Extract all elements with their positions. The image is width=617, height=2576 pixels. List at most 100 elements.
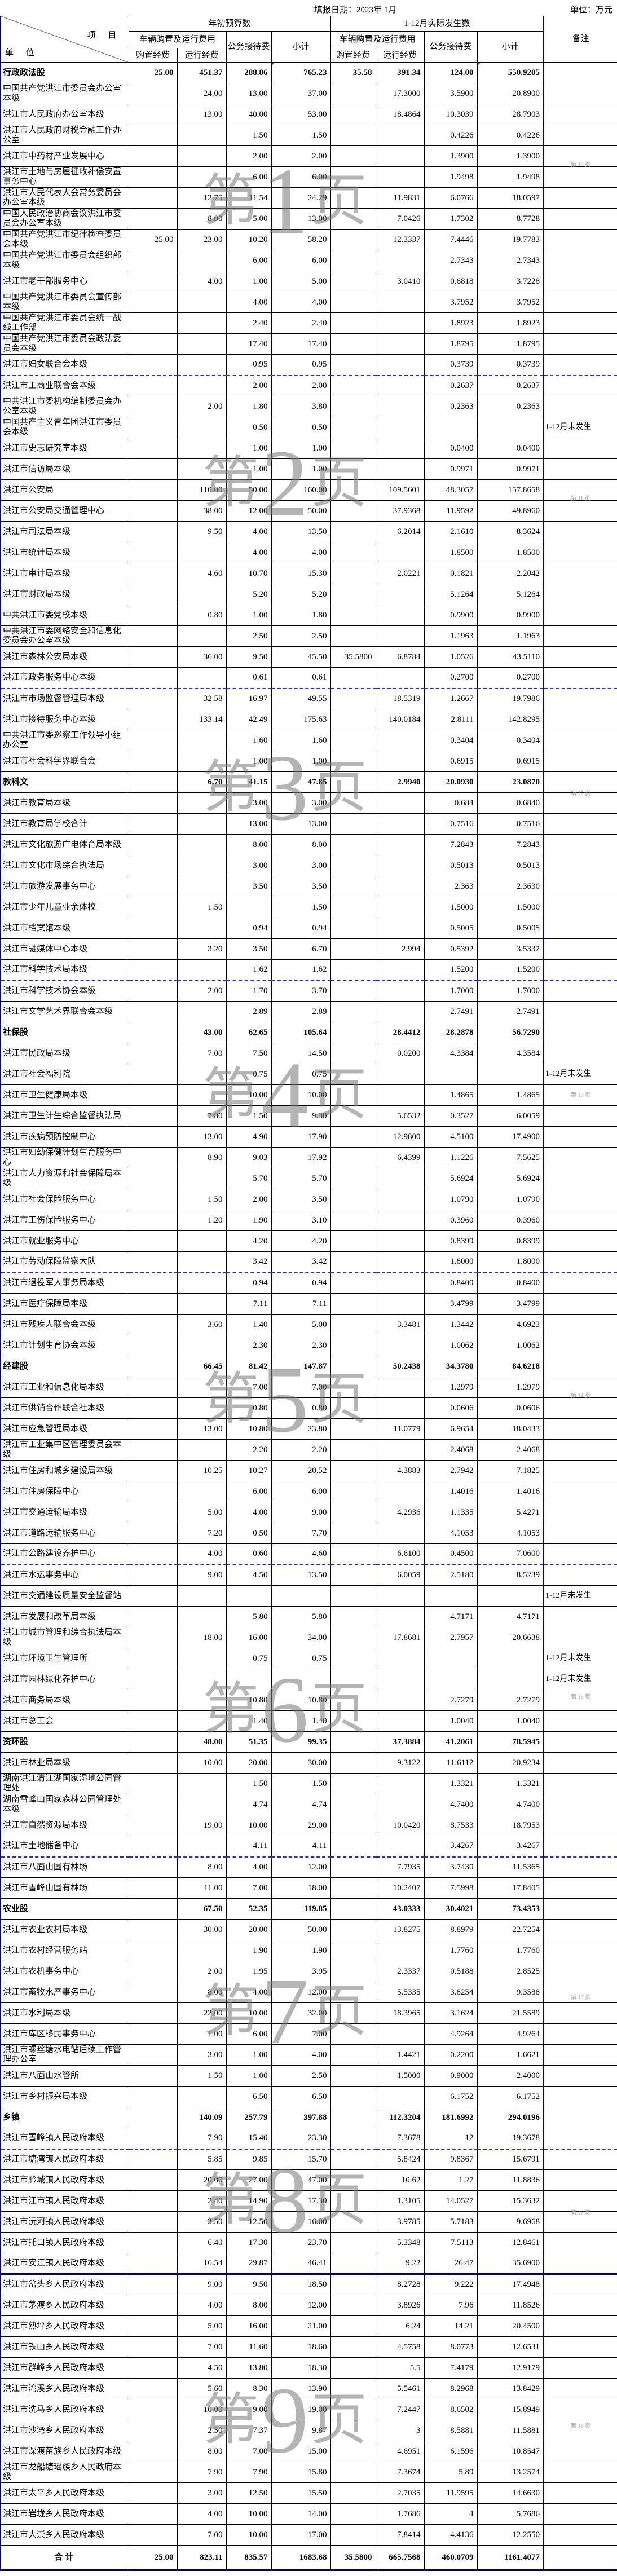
value-cell[interactable]: 20.9234: [477, 1752, 544, 1774]
value-cell[interactable]: 4.3584: [477, 1043, 544, 1064]
value-cell[interactable]: 10.2407: [375, 1877, 425, 1899]
value-cell[interactable]: 1.80: [271, 605, 331, 626]
remark-cell[interactable]: [543, 229, 617, 250]
value-cell[interactable]: 7.90: [177, 2128, 227, 2149]
value-cell[interactable]: 16.00: [226, 1627, 272, 1648]
remark-cell[interactable]: [543, 918, 617, 939]
value-cell[interactable]: 1.3442: [424, 1314, 478, 1335]
value-cell[interactable]: 10.00: [177, 2399, 227, 2420]
remark-cell[interactable]: [543, 1377, 617, 1398]
value-cell[interactable]: [424, 1648, 478, 1669]
value-cell[interactable]: [330, 1585, 376, 1607]
value-cell[interactable]: 1.60: [271, 730, 331, 751]
value-cell[interactable]: [177, 292, 227, 313]
value-cell[interactable]: [330, 1189, 376, 1210]
remark-cell[interactable]: [543, 1627, 617, 1648]
value-cell[interactable]: 0.9971: [477, 458, 544, 480]
remark-cell[interactable]: [543, 2441, 617, 2462]
value-cell[interactable]: [330, 2273, 376, 2295]
value-cell[interactable]: 0.0606: [477, 1397, 544, 1419]
unit-name-cell[interactable]: 洪江市就业服务中心: [0, 1230, 129, 1252]
value-cell[interactable]: [330, 1460, 376, 1481]
value-cell[interactable]: [177, 2086, 227, 2107]
unit-name-cell[interactable]: 洪江市总工会: [0, 1710, 129, 1732]
value-cell[interactable]: [128, 1022, 178, 1043]
value-cell[interactable]: 5.60: [177, 2378, 227, 2399]
unit-name-cell[interactable]: 洪江市供销合作联合社本级: [0, 1397, 129, 1419]
value-cell[interactable]: 4.00: [177, 271, 227, 292]
unit-name-cell[interactable]: 洪江市螺丝塘水电站后续工作管理办公室: [0, 2044, 129, 2066]
remark-cell[interactable]: [543, 542, 617, 563]
value-cell[interactable]: [177, 374, 227, 396]
value-cell[interactable]: 0.4500: [424, 1543, 478, 1565]
unit-name-cell[interactable]: 中国共产党洪江市委员会政法委员会本级: [0, 333, 129, 355]
value-cell[interactable]: 4.00: [226, 1502, 272, 1523]
value-cell[interactable]: 4.00: [226, 292, 272, 313]
unit-name-cell[interactable]: 洪江市发展和改革局本级: [0, 1606, 129, 1627]
value-cell[interactable]: [128, 1794, 178, 1815]
value-cell[interactable]: [330, 1064, 376, 1085]
value-cell[interactable]: 8.00: [177, 208, 227, 230]
value-cell[interactable]: [330, 1439, 376, 1461]
value-cell[interactable]: 28.2878: [424, 1022, 478, 1043]
value-cell[interactable]: 397.88: [271, 2107, 331, 2128]
value-cell[interactable]: [128, 855, 178, 876]
remark-cell[interactable]: [543, 104, 617, 125]
value-cell[interactable]: 3.42: [226, 1251, 272, 1273]
value-cell[interactable]: 21.5589: [477, 2002, 544, 2024]
value-cell[interactable]: 6.0059: [477, 1105, 544, 1127]
value-cell[interactable]: 0.3739: [424, 354, 478, 376]
value-cell[interactable]: 1.70: [226, 980, 272, 1002]
value-cell[interactable]: 13.50: [271, 521, 331, 542]
value-cell[interactable]: [375, 876, 425, 897]
value-cell[interactable]: [477, 1648, 544, 1669]
value-cell[interactable]: 36.00: [177, 646, 227, 668]
value-cell[interactable]: [330, 1147, 376, 1168]
value-cell[interactable]: 8.5239: [477, 1564, 544, 1586]
value-cell[interactable]: 15.6791: [477, 2148, 544, 2170]
value-cell[interactable]: 17.4948: [477, 2273, 544, 2295]
remark-cell[interactable]: [543, 2295, 617, 2316]
value-cell[interactable]: [177, 751, 227, 772]
value-cell[interactable]: 0.0200: [375, 1043, 425, 1064]
value-cell[interactable]: 2.00: [177, 396, 227, 417]
value-cell[interactable]: 0.684: [424, 792, 478, 814]
remark-cell[interactable]: [543, 625, 617, 647]
value-cell[interactable]: 21.00: [271, 2315, 331, 2337]
value-cell[interactable]: [330, 1836, 376, 1857]
value-cell[interactable]: 1.0040: [424, 1710, 478, 1732]
value-cell[interactable]: [330, 438, 376, 459]
value-cell[interactable]: 6.50: [271, 2086, 331, 2107]
value-cell[interactable]: 4.50: [226, 1564, 272, 1586]
value-cell[interactable]: 0.7516: [424, 813, 478, 835]
remark-cell[interactable]: [543, 1710, 617, 1732]
value-cell[interactable]: 15.80: [271, 2462, 331, 2483]
value-cell[interactable]: [128, 1606, 178, 1627]
value-cell[interactable]: [330, 417, 376, 438]
value-cell[interactable]: [177, 1794, 227, 1815]
unit-name-cell[interactable]: 洪江市黔城镇人民政府本级: [0, 2169, 129, 2191]
value-cell[interactable]: 10.00: [226, 1084, 272, 1106]
value-cell[interactable]: [128, 834, 178, 855]
value-cell[interactable]: 8.00: [271, 834, 331, 855]
remark-cell[interactable]: [543, 292, 617, 313]
value-cell[interactable]: 3.50: [226, 876, 272, 897]
unit-name-cell[interactable]: 行政政法股: [0, 62, 129, 83]
value-cell[interactable]: 10.00: [177, 1752, 227, 1774]
unit-name-cell[interactable]: 洪江市人民代表大会常务委员会办公室本级: [0, 187, 129, 209]
value-cell[interactable]: [128, 2002, 178, 2024]
value-cell[interactable]: 11.9831: [375, 187, 425, 209]
value-cell[interactable]: 3.9785: [375, 2211, 425, 2233]
remark-cell[interactable]: [543, 2169, 617, 2191]
unit-name-cell[interactable]: 洪江市工业集中区管理委员会本级: [0, 1439, 129, 1461]
value-cell[interactable]: 4.7171: [477, 1606, 544, 1627]
value-cell[interactable]: 1.60: [226, 730, 272, 751]
value-cell[interactable]: [330, 2253, 376, 2274]
remark-cell[interactable]: [543, 1523, 617, 1544]
value-cell[interactable]: 30.00: [177, 1919, 227, 1940]
value-cell[interactable]: [128, 1961, 178, 1982]
value-cell[interactable]: [330, 333, 376, 355]
unit-name-cell[interactable]: 洪江市龙船塘瑶族乡人民政府本级: [0, 2462, 129, 2483]
unit-name-cell[interactable]: 洪江市社会科学界联合会: [0, 751, 129, 772]
value-cell[interactable]: 2.89: [271, 1001, 331, 1022]
